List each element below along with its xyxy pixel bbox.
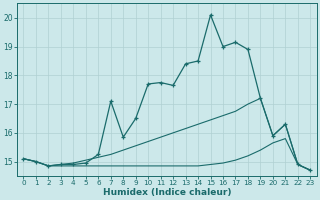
X-axis label: Humidex (Indice chaleur): Humidex (Indice chaleur): [103, 188, 231, 197]
